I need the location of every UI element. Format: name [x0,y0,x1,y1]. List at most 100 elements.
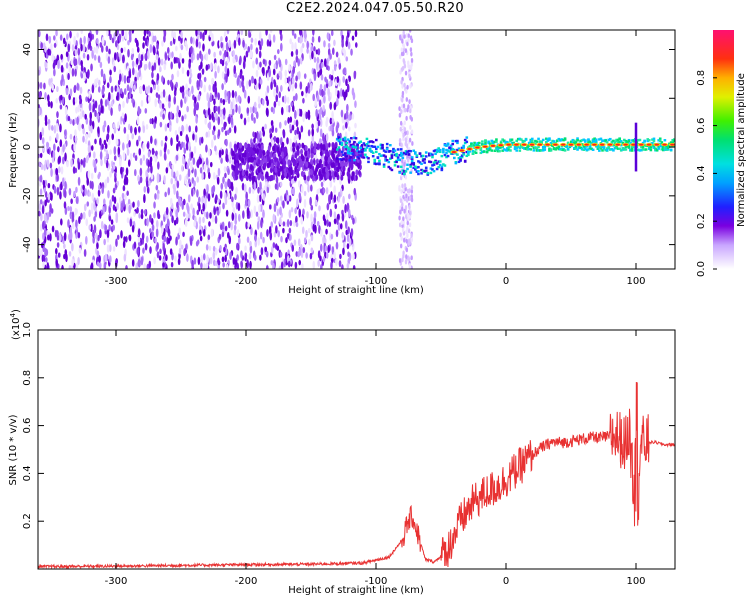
spectrogram-cell [231,171,235,178]
spectrogram-cell [410,159,414,163]
spectrogram-cell [156,242,159,250]
spectrogram-cell [354,145,358,149]
spectrogram-cell [401,257,404,263]
spectrogram-cell [393,149,397,152]
spectrogram-cell [38,69,41,76]
spectrogram-cell [393,164,397,167]
spectrogram-cell [278,59,282,68]
spectrogram-cell [354,42,358,48]
spectrogram-cell [200,80,203,89]
spectrogram-cell [83,249,87,257]
spectrogram-cell [291,244,295,252]
spectrogram-cell [334,87,338,96]
spectrogram-cell [148,260,152,269]
spectrogram-cell [365,137,369,141]
spectrogram-cell [93,216,96,222]
spectrogram-cell [99,229,102,239]
spectrogram-cell [219,58,223,65]
spectrogram-cell [146,30,149,35]
spectrogram-cell [407,216,410,221]
spectrogram-cell [233,224,237,231]
spectrogram-cell [429,152,433,156]
spectrogram-cell [403,151,406,155]
spectrogram-cell [59,191,62,200]
spectrogram-cell [408,196,412,201]
spectrogram-cell [219,244,222,251]
spectrogram-cell [169,124,172,132]
spectrogram-cell [662,147,665,150]
spectrogram-cell [206,254,209,264]
spectrogram-cell [187,178,191,185]
spectrogram-cell [222,262,225,268]
spectrogram-cell [264,123,267,130]
spectrogram-cell [337,139,341,143]
spectrogram-cell [307,184,310,193]
spectrogram-cell [231,196,234,203]
spectrogram-cell [44,179,48,187]
spectrogram-cell [317,48,321,56]
spectrogram-cell [319,150,323,157]
spectrogram-cell [38,203,42,211]
spectrogram-cell [263,185,267,191]
spectrogram-cell [293,220,296,227]
spectrogram-cell [213,206,217,216]
spectrogram-cell [100,45,104,53]
spectrogram-cell [325,187,329,195]
spectrogram-cell [266,85,270,94]
spectrogram-cell [414,168,417,171]
spectrogram-cell [424,169,428,172]
spectrogram-cell [440,168,444,172]
spectrogram-cell [269,231,273,241]
spectrogram-cell [343,138,347,141]
spectrogram-cell [549,149,553,152]
spectrogram-cell [340,109,344,118]
spectrogram-cell [105,159,109,169]
spectrogram-cell [245,221,248,230]
spectrogram-cell [322,104,325,112]
spectrogram-cell [403,208,406,214]
spectrogram-cell [354,216,357,224]
spectrogram-cell [90,207,94,215]
spectrogram-cell [438,163,442,167]
spectrogram-cell [70,59,73,65]
spectrogram-cell [98,171,101,178]
spectrogram-cell [88,209,91,218]
spectrogram-cell [465,154,469,158]
spectrogram-cell [74,129,77,138]
spectrogram-cell [277,100,281,107]
spectrogram-cell [475,146,480,149]
spectrogram-cell [294,110,297,120]
spectrogram-cell [64,106,68,116]
spectrogram-cell [414,165,417,168]
spectrogram-cell [399,243,403,249]
spectrogram-cell [259,44,262,51]
spectrogram-cell [228,151,231,160]
spectrogram-cell [85,96,88,102]
spectrogram-cell [307,88,311,94]
spectrogram-cell [341,264,344,269]
spectrogram-cell [340,150,344,153]
spectrogram-cell [230,221,233,231]
spectrogram-cell [662,148,665,152]
spectrogram-cell [275,225,278,234]
spectrogram-cell [164,135,168,142]
spectrogram-cell [401,90,405,96]
spectrogram-cell [501,149,504,152]
spectrogram-cell [221,231,225,238]
spectrogram-cell [602,139,606,142]
spectrogram-cell [184,175,187,185]
spectrogram-cell [649,146,653,149]
spectrogram-cell [279,181,283,188]
spectrogram-cell [322,235,325,245]
spectrogram-cell [164,262,167,269]
spectrogram-cell [350,151,353,155]
spectrogram-cell [96,112,100,120]
spectrogram-cell [609,148,612,151]
spectrogram-cell [99,61,103,68]
spectrogram-cell [410,58,414,63]
spectrogram-cell [180,99,183,108]
spectrogram-cell [568,143,574,146]
spectrogram-cell [449,148,453,152]
spectrogram-cell [191,259,194,269]
spectrogram-cell [306,211,309,219]
